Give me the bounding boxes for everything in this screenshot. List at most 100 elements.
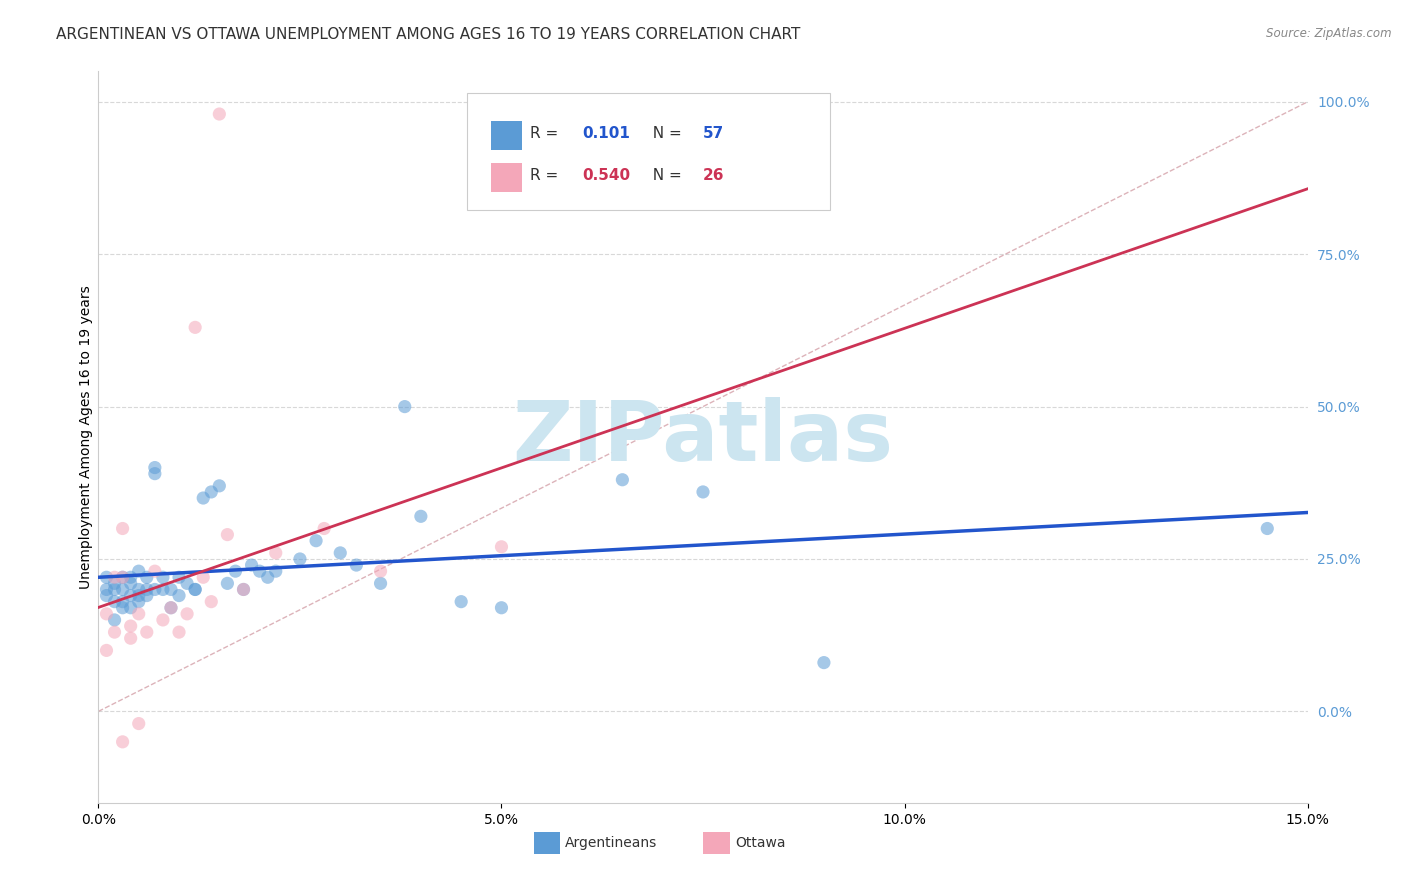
Point <box>96 582 118 597</box>
Point <box>135 582 157 597</box>
Point <box>128 582 150 597</box>
Point <box>193 491 215 505</box>
Text: ARGENTINEAN VS OTTAWA UNEMPLOYMENT AMONG AGES 16 TO 19 YEARS CORRELATION CHART: ARGENTINEAN VS OTTAWA UNEMPLOYMENT AMONG… <box>56 27 800 42</box>
Point <box>450 594 472 608</box>
Point <box>217 527 239 541</box>
Point <box>288 552 311 566</box>
Point <box>143 564 166 578</box>
Text: 0.540: 0.540 <box>582 168 630 183</box>
Point <box>103 570 125 584</box>
FancyBboxPatch shape <box>534 832 561 854</box>
Point <box>305 533 328 548</box>
Point <box>135 625 157 640</box>
Point <box>193 570 215 584</box>
FancyBboxPatch shape <box>703 832 730 854</box>
Point <box>152 613 174 627</box>
Point <box>143 467 166 481</box>
Point <box>409 509 432 524</box>
Point <box>208 107 231 121</box>
Point <box>111 582 134 597</box>
Point <box>160 600 183 615</box>
Point <box>128 716 150 731</box>
Point <box>111 521 134 535</box>
Point <box>120 589 142 603</box>
Text: Ottawa: Ottawa <box>735 836 786 850</box>
Point <box>111 600 134 615</box>
Point <box>120 576 142 591</box>
Point <box>344 558 367 573</box>
Point <box>96 570 118 584</box>
Point <box>135 589 157 603</box>
Point <box>249 564 271 578</box>
Text: Source: ZipAtlas.com: Source: ZipAtlas.com <box>1267 27 1392 40</box>
Text: N =: N = <box>643 127 686 141</box>
Point <box>135 570 157 584</box>
Point <box>314 521 336 535</box>
Point <box>394 400 416 414</box>
Point <box>692 485 714 500</box>
Point <box>103 576 125 591</box>
Point <box>111 735 134 749</box>
Point <box>256 570 278 584</box>
FancyBboxPatch shape <box>492 121 522 151</box>
Point <box>224 564 246 578</box>
Point <box>176 576 198 591</box>
Point <box>111 570 134 584</box>
Point <box>160 600 183 615</box>
Text: 57: 57 <box>703 127 724 141</box>
FancyBboxPatch shape <box>492 163 522 192</box>
Point <box>176 607 198 621</box>
Text: N =: N = <box>643 168 686 183</box>
Point <box>232 582 254 597</box>
Text: ZIPatlas: ZIPatlas <box>513 397 893 477</box>
Point <box>103 582 125 597</box>
Point <box>96 589 118 603</box>
Point <box>111 570 134 584</box>
Point <box>103 613 125 627</box>
Point <box>96 607 118 621</box>
Point <box>813 656 835 670</box>
Point <box>103 594 125 608</box>
Point <box>491 540 513 554</box>
Text: Argentineans: Argentineans <box>565 836 658 850</box>
Point <box>128 564 150 578</box>
Point <box>167 625 190 640</box>
Text: R =: R = <box>530 127 564 141</box>
Point <box>120 619 142 633</box>
Point <box>184 582 207 597</box>
Point <box>120 570 142 584</box>
Point <box>184 582 207 597</box>
Point <box>167 570 190 584</box>
Point <box>103 625 125 640</box>
Point <box>128 594 150 608</box>
Point <box>152 570 174 584</box>
Point <box>370 564 392 578</box>
Point <box>152 582 174 597</box>
Point <box>329 546 352 560</box>
FancyBboxPatch shape <box>467 94 830 211</box>
Point <box>143 460 166 475</box>
Point <box>111 594 134 608</box>
Point <box>128 589 150 603</box>
Point <box>612 473 634 487</box>
Point <box>491 600 513 615</box>
Point <box>370 576 392 591</box>
Point <box>184 320 207 334</box>
Point <box>208 479 231 493</box>
Text: R =: R = <box>530 168 564 183</box>
Point <box>264 546 287 560</box>
Point <box>96 643 118 657</box>
Point <box>120 600 142 615</box>
Point <box>240 558 263 573</box>
Point <box>232 582 254 597</box>
Point <box>143 582 166 597</box>
Y-axis label: Unemployment Among Ages 16 to 19 years: Unemployment Among Ages 16 to 19 years <box>79 285 93 589</box>
Point <box>128 607 150 621</box>
Point <box>264 564 287 578</box>
Point <box>167 589 190 603</box>
Point <box>200 485 222 500</box>
Point <box>1256 521 1278 535</box>
Point <box>200 594 222 608</box>
Point <box>160 582 183 597</box>
Point <box>217 576 239 591</box>
